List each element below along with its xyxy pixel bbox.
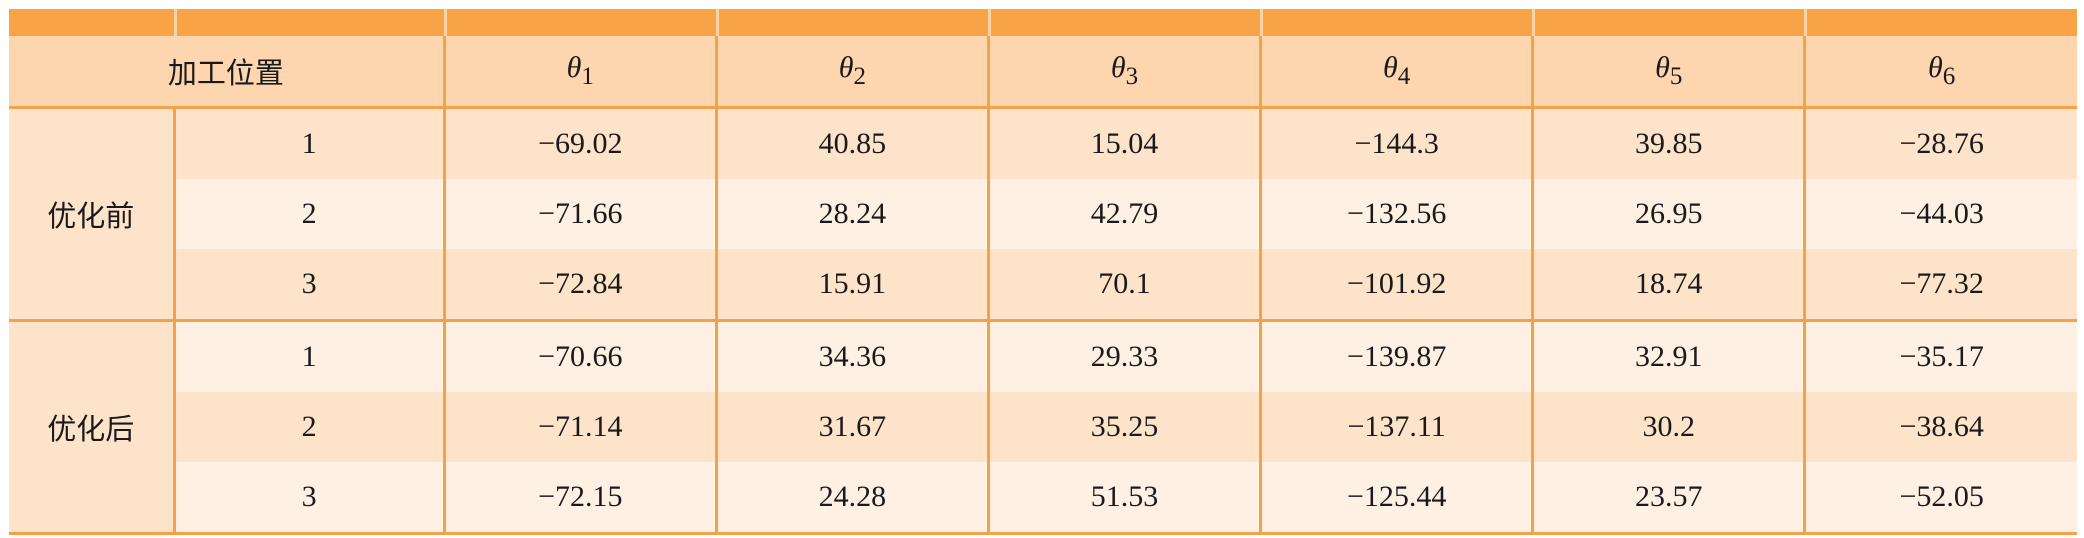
header-row: 加工位置 θ1 θ2 θ3 θ4 θ5 θ6	[9, 36, 2077, 108]
position-header: 加工位置	[9, 36, 445, 108]
theta-6-header: θ6	[1803, 36, 2077, 108]
value-cell: −71.14	[442, 392, 717, 462]
value-cell: −132.56	[1259, 179, 1533, 249]
value-cell: −144.3	[1259, 107, 1533, 179]
position-cell: 1	[172, 107, 445, 179]
table-top-bar	[9, 9, 2077, 36]
value-cell: 42.79	[986, 179, 1261, 249]
theta-4-header: θ4	[1259, 36, 1533, 108]
value-cell: −125.44	[1259, 462, 1533, 535]
value-cell: −44.03	[1803, 179, 2077, 249]
theta-1-header: θ1	[442, 36, 717, 108]
value-cell: 18.74	[1531, 249, 1805, 321]
group-label-after: 优化后	[9, 319, 175, 534]
value-cell: 70.1	[986, 249, 1261, 321]
theta-2-header: θ2	[714, 36, 989, 108]
table-row: 2 −71.14 31.67 35.25 −137.11 30.2 −38.64	[9, 392, 2077, 462]
value-cell: 15.91	[714, 249, 989, 321]
value-cell: 35.25	[986, 392, 1261, 462]
value-cell: 51.53	[986, 462, 1261, 535]
value-cell: −70.66	[442, 319, 717, 392]
value-cell: −35.17	[1803, 319, 2077, 392]
value-cell: −77.32	[1803, 249, 2077, 321]
value-cell: −71.66	[442, 179, 717, 249]
value-cell: −38.64	[1803, 392, 2077, 462]
value-cell: 24.28	[714, 462, 989, 535]
value-cell: −72.15	[442, 462, 717, 535]
value-cell: 15.04	[986, 107, 1261, 179]
position-cell: 2	[172, 392, 445, 462]
value-cell: −72.84	[442, 249, 717, 321]
value-cell: 31.67	[714, 392, 989, 462]
table-row: 3 −72.84 15.91 70.1 −101.92 18.74 −77.32	[9, 249, 2077, 321]
value-cell: −28.76	[1803, 107, 2077, 179]
value-cell: 26.95	[1531, 179, 1805, 249]
value-cell: 29.33	[986, 319, 1261, 392]
joint-angle-table: 加工位置 θ1 θ2 θ3 θ4 θ5 θ6 优化前 1 −69.02 40.8…	[9, 36, 2077, 535]
position-cell: 3	[172, 462, 445, 535]
position-cell: 3	[172, 249, 445, 321]
value-cell: −69.02	[442, 107, 717, 179]
position-cell: 2	[172, 179, 445, 249]
group-label-before: 优化前	[9, 107, 175, 321]
value-cell: 32.91	[1531, 319, 1805, 392]
value-cell: −139.87	[1259, 319, 1533, 392]
value-cell: 40.85	[714, 107, 989, 179]
value-cell: 28.24	[714, 179, 989, 249]
value-cell: −101.92	[1259, 249, 1533, 321]
position-cell: 1	[172, 319, 445, 392]
table-row: 优化后 1 −70.66 34.36 29.33 −139.87 32.91 −…	[9, 319, 2077, 534]
value-cell: 30.2	[1531, 392, 1805, 462]
value-cell: 34.36	[714, 319, 989, 392]
table-row: 2 −71.66 28.24 42.79 −132.56 26.95 −44.0…	[9, 179, 2077, 249]
theta-3-header: θ3	[986, 36, 1261, 108]
value-cell: −52.05	[1803, 462, 2077, 535]
data-table-container: 加工位置 θ1 θ2 θ3 θ4 θ5 θ6 优化前 1 −69.02 40.8…	[9, 9, 2077, 535]
value-cell: 39.85	[1531, 107, 1805, 179]
value-cell: 23.57	[1531, 462, 1805, 535]
theta-5-header: θ5	[1531, 36, 1805, 108]
value-cell: −137.11	[1259, 392, 1533, 462]
table-row: 优化前 1 −69.02 40.85 15.04 −144.3 39.85 −2…	[9, 107, 2077, 321]
table-row: 3 −72.15 24.28 51.53 −125.44 23.57 −52.0…	[9, 462, 2077, 535]
